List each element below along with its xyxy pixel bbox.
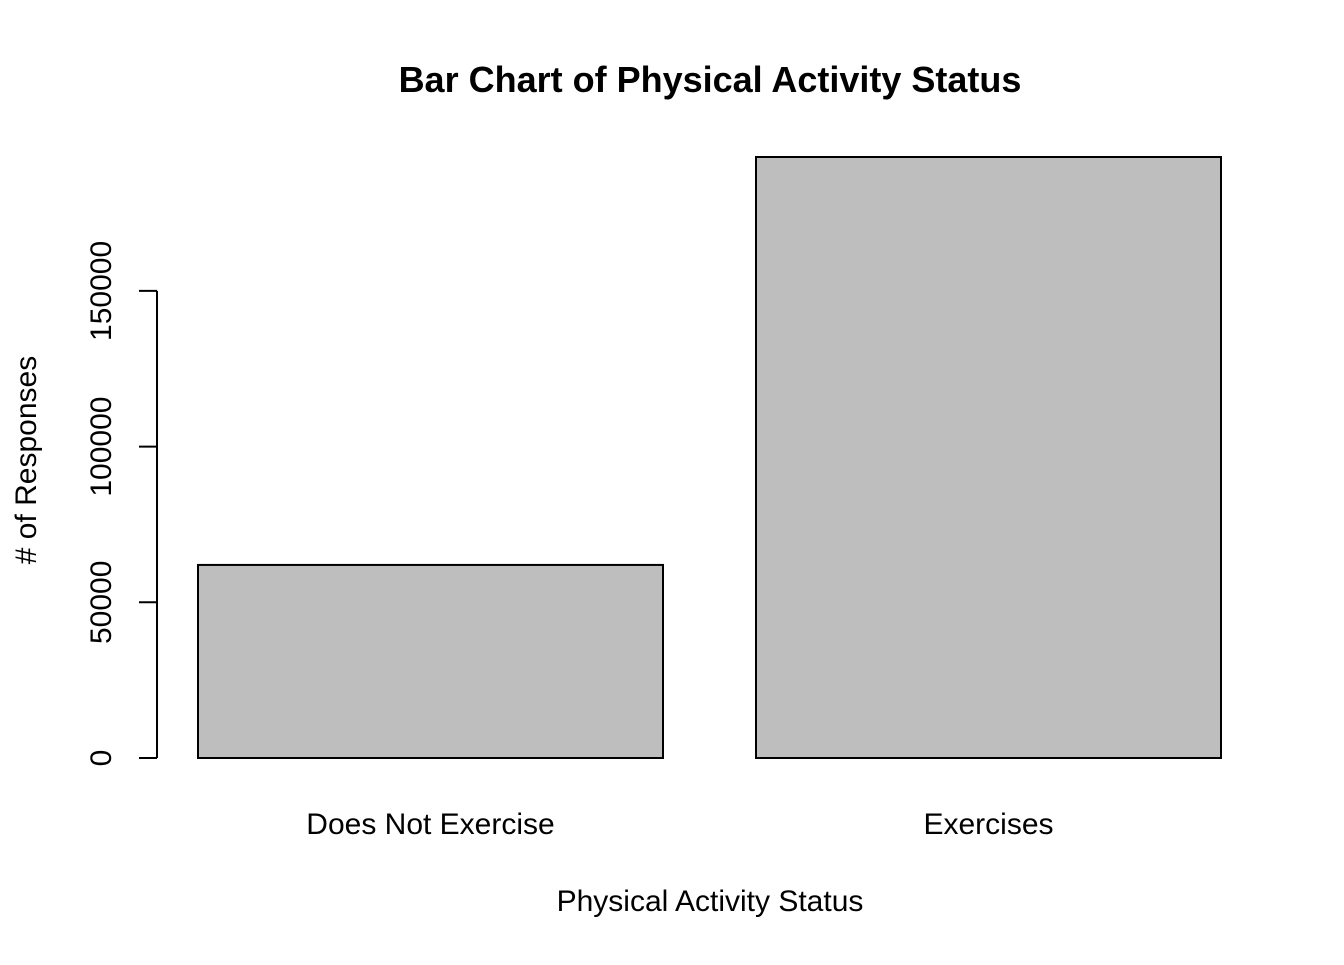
y-tick-label: 100000 <box>85 397 118 497</box>
bar-does-not-exercise <box>197 563 664 759</box>
bar-exercises <box>755 156 1222 759</box>
y-tick-label: 50000 <box>85 561 118 644</box>
y-tick-label: 150000 <box>85 241 118 341</box>
bars-group <box>197 156 1222 759</box>
x-category-label: Exercises <box>923 808 1053 841</box>
y-axis: 0 50000 100000 150000 <box>85 241 158 767</box>
category-labels: Does Not Exercise Exercises <box>306 808 1053 841</box>
y-tick-label: 0 <box>85 750 118 767</box>
chart-title: Bar Chart of Physical Activity Status <box>399 59 1022 100</box>
x-axis-title: Physical Activity Status <box>557 885 864 918</box>
y-axis-title: # of Responses <box>10 356 43 564</box>
x-category-label: Does Not Exercise <box>306 808 554 841</box>
